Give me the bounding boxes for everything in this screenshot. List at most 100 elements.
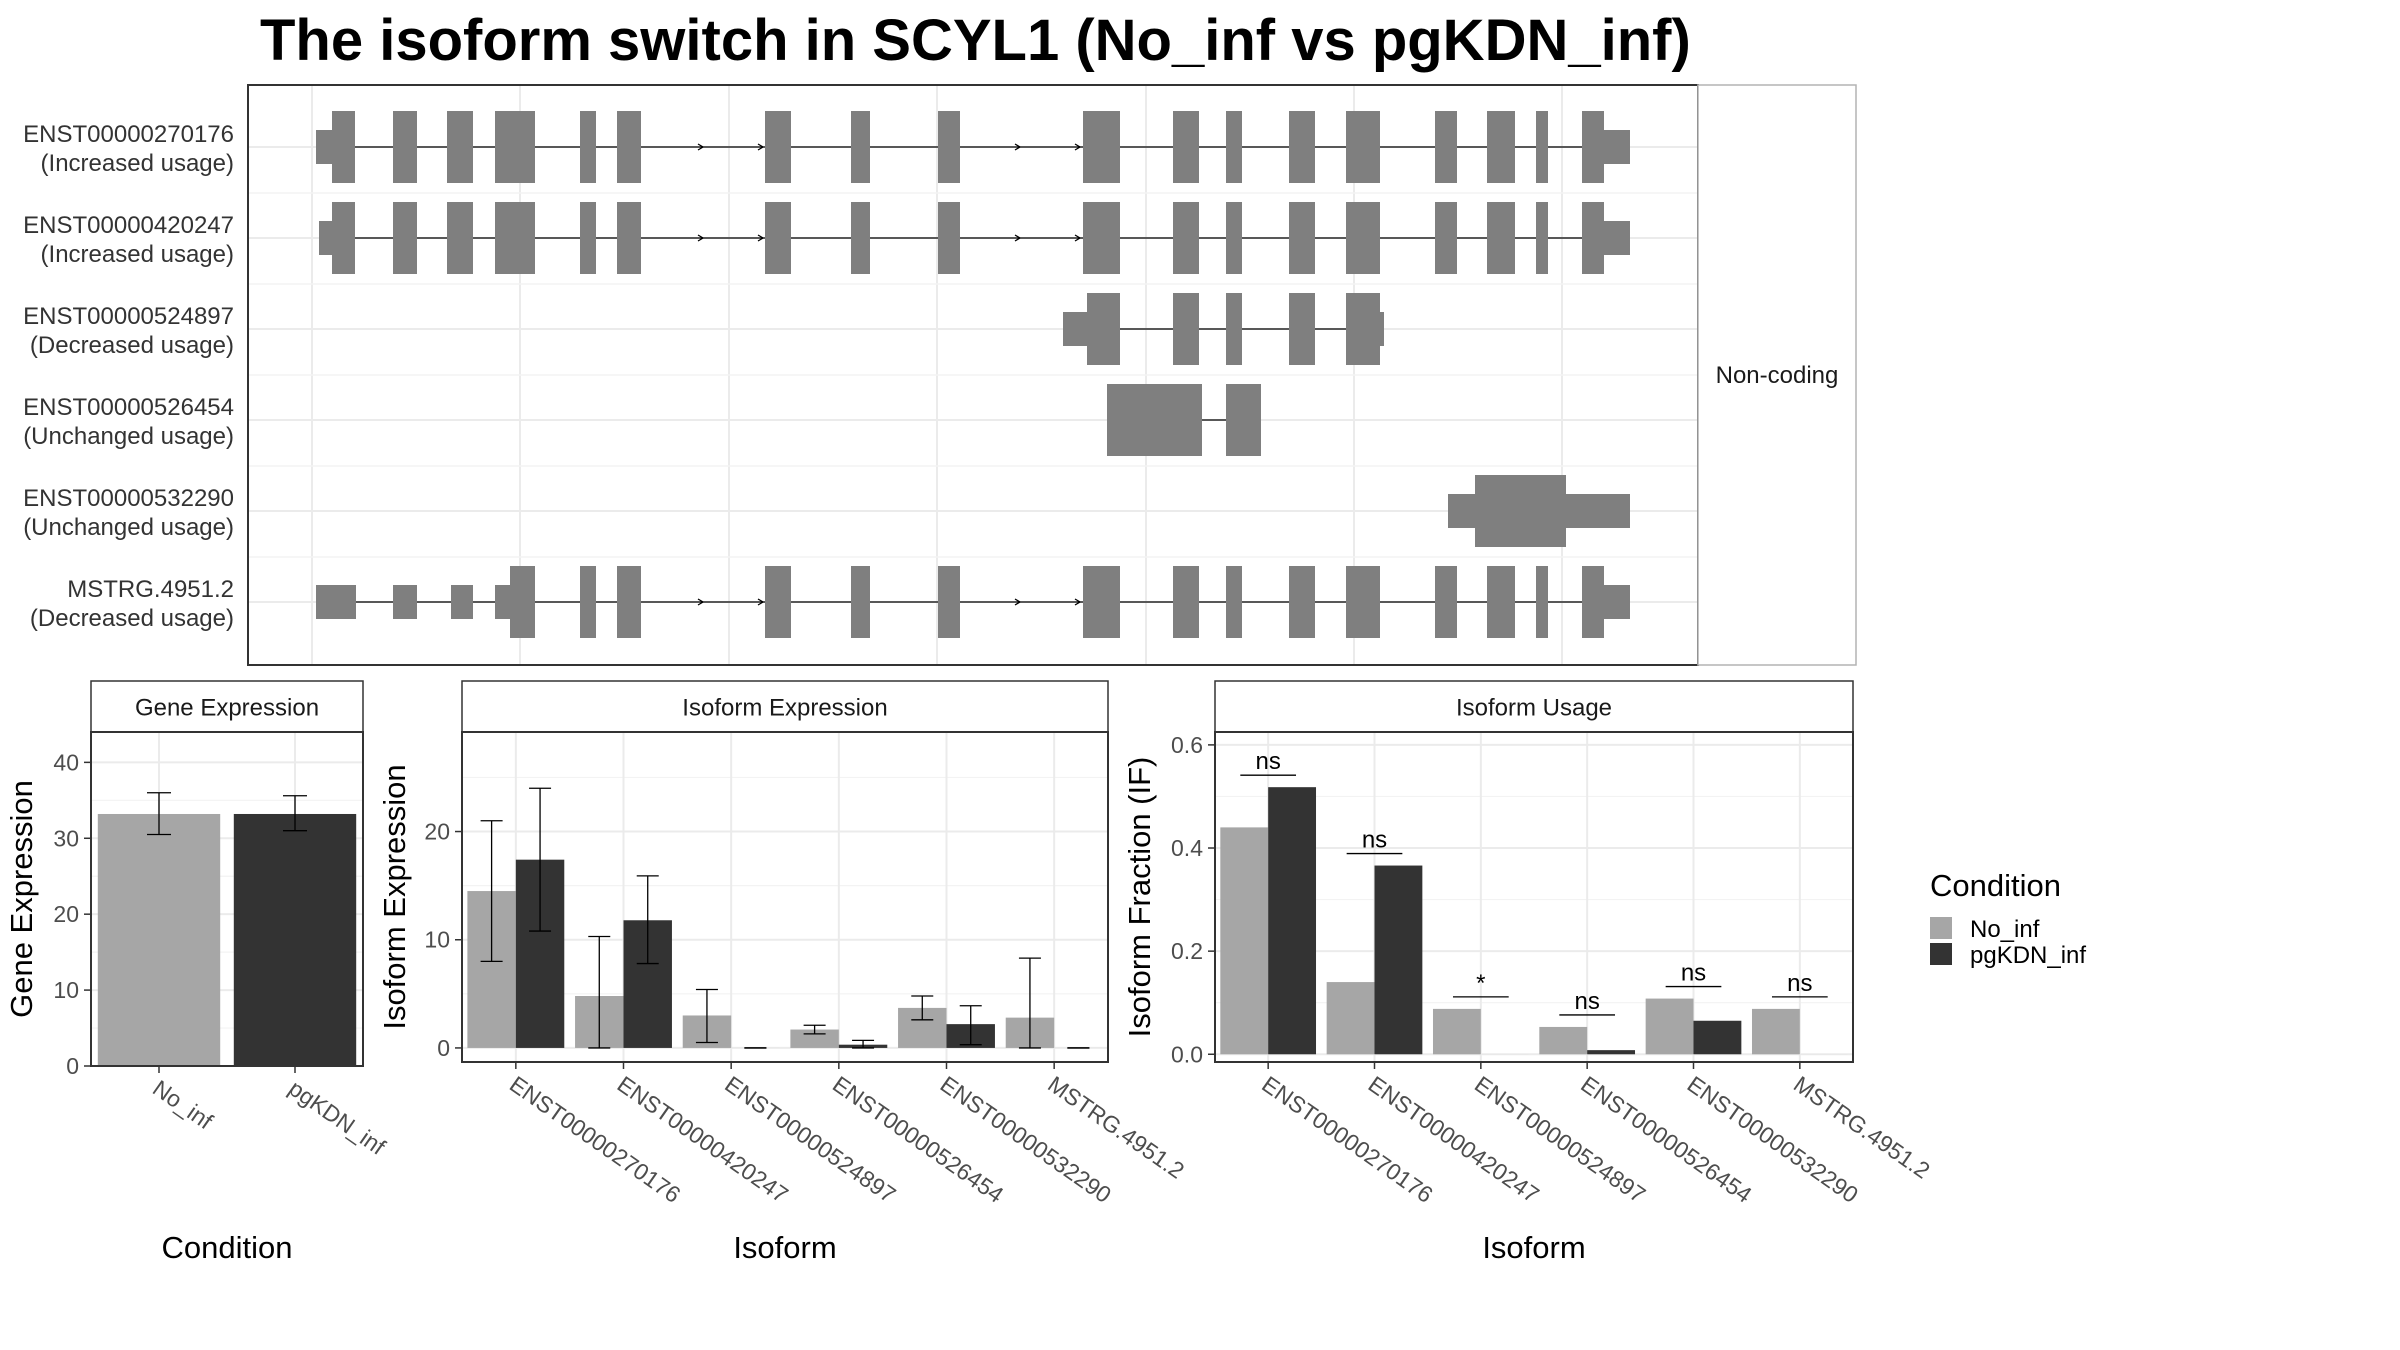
panel-strip-title: Isoform Expression — [682, 695, 887, 722]
transcript-usage-label: (Unchanged usage) — [23, 514, 234, 541]
bar-pgkdn-inf — [1693, 1020, 1742, 1055]
significance-label: ns — [1255, 748, 1280, 775]
coding-exon — [1226, 111, 1242, 183]
legend-label-pgkdn-inf: pgKDN_inf — [1970, 942, 2086, 969]
isoform-expression-panel: Isoform Expression01020ENST00000270176EN… — [377, 680, 1189, 1265]
transcript-usage-label: (Decreased usage) — [30, 332, 234, 359]
legend: Condition No_inf pgKDN_inf — [1930, 868, 2086, 969]
y-axis-title: Gene Expression — [4, 780, 39, 1018]
bar-pgkdn-inf — [1374, 865, 1423, 1055]
bar-pgkdn-inf — [1587, 1050, 1636, 1055]
direction-arrow — [1014, 598, 1022, 606]
y-tick-label: 30 — [53, 825, 79, 851]
coding-exon — [938, 202, 960, 274]
y-tick-label: 0 — [437, 1035, 450, 1061]
bar-no_inf — [97, 813, 221, 1066]
coding-exon — [617, 111, 641, 183]
panel-strip-title: Isoform Usage — [1456, 695, 1612, 722]
coding-exon — [1289, 293, 1315, 365]
coding-exon — [617, 202, 641, 274]
coding-exon — [1536, 566, 1548, 638]
coding-exon — [1083, 202, 1120, 274]
x-tick-label: ENST00000270176 — [1257, 1071, 1437, 1208]
transcript-id-label: ENST00000270176 — [23, 121, 234, 148]
coding-exon — [1173, 202, 1199, 274]
coding-exon — [1107, 384, 1202, 456]
coding-exon — [1346, 202, 1380, 274]
direction-arrow — [1014, 234, 1022, 242]
coding-exon — [447, 111, 473, 183]
transcript-id-label: ENST00000532290 — [23, 485, 234, 512]
significance-label: ns — [1574, 988, 1599, 1015]
coding-exon — [1173, 566, 1199, 638]
transcript-model — [316, 111, 1630, 183]
panel-strip-title: Gene Expression — [135, 695, 319, 722]
figure-title: The isoform switch in SCYL1 (No_inf vs p… — [260, 8, 1691, 73]
transcript-structure-panel: ENST00000270176(Increased usage) ENST0000… — [23, 84, 1857, 666]
utr-exon — [319, 221, 332, 255]
coding-exon — [1435, 566, 1457, 638]
coding-exon — [765, 111, 791, 183]
transcript-usage-label: (Decreased usage) — [30, 605, 234, 632]
panel-border — [90, 731, 364, 1067]
coding-exon — [332, 202, 355, 274]
coding-exon — [1582, 202, 1604, 274]
coding-exon — [851, 111, 870, 183]
coding-exon — [1087, 293, 1120, 365]
y-tick-label: 10 — [53, 977, 79, 1003]
coding-exon — [1346, 566, 1380, 638]
y-axis-title: Isoform Expression — [377, 764, 412, 1029]
transcript-id-label: MSTRG.4951.2 — [67, 576, 234, 603]
direction-arrow — [697, 234, 705, 242]
coding-exon — [393, 111, 417, 183]
significance-label: ns — [1362, 827, 1387, 854]
transcript-usage-label: (Increased usage) — [41, 150, 234, 177]
utr-exon — [316, 585, 356, 619]
coding-exon — [580, 111, 596, 183]
x-axis-title: Isoform — [1482, 1230, 1585, 1265]
coding-exon — [765, 566, 791, 638]
coding-exon — [1083, 566, 1120, 638]
utr-exon — [316, 130, 332, 164]
y-tick-label: 0.4 — [1171, 835, 1203, 861]
coding-exon — [851, 202, 870, 274]
y-tick-label: 0 — [66, 1053, 79, 1079]
coding-exon — [1173, 293, 1199, 365]
bar-no-inf — [1539, 1026, 1588, 1055]
coding-exon — [1536, 111, 1548, 183]
coding-exon — [447, 202, 473, 274]
direction-arrow — [757, 143, 765, 151]
coding-exon — [1346, 111, 1380, 183]
utr-exon — [1063, 312, 1087, 346]
coding-exon — [1582, 111, 1604, 183]
direction-arrow — [1074, 598, 1082, 606]
coding-exon — [1173, 111, 1199, 183]
x-axis-title: Condition — [162, 1230, 293, 1265]
utr-exon — [1566, 494, 1630, 528]
facet-label-non-coding: Non-coding — [1716, 362, 1839, 389]
legend-title: Condition — [1930, 868, 2061, 903]
coding-exon — [495, 202, 535, 274]
x-tick-label: ENST00000532290 — [1683, 1071, 1863, 1208]
coding-exon — [1226, 566, 1242, 638]
y-tick-label: 0.0 — [1171, 1041, 1203, 1067]
coding-exon — [510, 566, 535, 638]
transcript-usage-label: (Unchanged usage) — [23, 423, 234, 450]
x-axis-title: Isoform — [733, 1230, 836, 1265]
coding-exon — [1226, 384, 1261, 456]
utr-exon — [1448, 494, 1475, 528]
bar-pgkdn_inf — [233, 813, 357, 1066]
significance-label: ns — [1681, 960, 1706, 987]
coding-exon — [1487, 202, 1515, 274]
gene-expression-panel: Gene Expression 0 10 20 30 40 No_inf pgKDN_inf C… — [4, 680, 391, 1265]
coding-exon — [1582, 566, 1604, 638]
coding-exon — [1289, 202, 1315, 274]
coding-exon — [332, 111, 355, 183]
coding-exon — [1487, 111, 1515, 183]
bar-pgkdn-inf — [1268, 787, 1317, 1055]
direction-arrow — [757, 234, 765, 242]
coding-exon — [938, 566, 960, 638]
bar-no-inf — [1220, 827, 1269, 1055]
coding-exon — [851, 566, 870, 638]
